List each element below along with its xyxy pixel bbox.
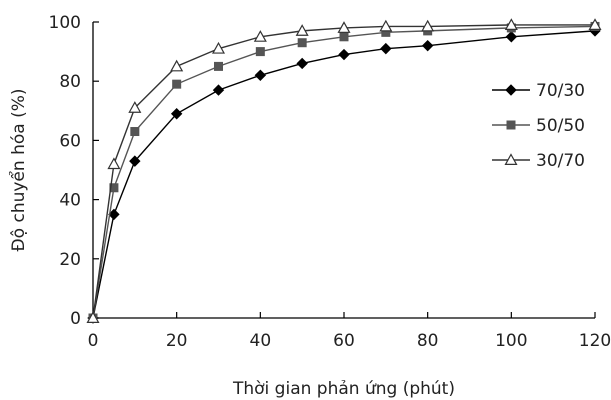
x-tick-label: 20 <box>166 331 188 351</box>
legend-item: 50/50 <box>492 116 585 136</box>
data-point <box>107 157 121 170</box>
data-point <box>505 31 518 43</box>
data-point <box>128 101 142 113</box>
series-1 <box>87 25 601 324</box>
x-axis-ticks: 0 20 40 60 80 100 120 <box>88 312 611 351</box>
data-point <box>129 155 141 167</box>
data-point <box>421 39 434 52</box>
y-tick-label: 40 <box>59 191 81 211</box>
y-tick-label: 100 <box>49 13 81 33</box>
legend-label: 70/30 <box>536 81 585 101</box>
data-point <box>380 42 392 55</box>
data-point <box>379 19 393 32</box>
legend-marker <box>506 120 516 130</box>
data-point <box>337 21 351 33</box>
legend-label: 30/70 <box>536 151 585 171</box>
series-2 <box>88 21 600 323</box>
data-point <box>339 32 349 42</box>
data-point <box>254 69 267 81</box>
y-tick-label: 80 <box>59 72 81 92</box>
series-layer <box>86 18 602 324</box>
axes <box>92 22 595 319</box>
series-line <box>92 30 596 319</box>
data-point <box>170 59 184 72</box>
data-point <box>211 41 226 54</box>
data-point <box>214 61 223 71</box>
x-tick-label: 60 <box>333 331 355 351</box>
x-tick-label: 100 <box>495 331 527 351</box>
data-point <box>504 18 518 30</box>
data-point <box>255 47 265 57</box>
data-point <box>296 57 308 70</box>
y-axis-title: Độ chuyển hóa (%) <box>8 89 29 252</box>
series-line <box>92 25 596 319</box>
series-3 <box>86 18 602 323</box>
data-point <box>588 18 602 30</box>
data-point <box>338 48 350 61</box>
series-line <box>92 24 595 319</box>
x-tick-label: 0 <box>88 331 99 351</box>
y-axis-ticks: 0 20 40 60 80 100 <box>49 13 99 329</box>
legend-marker <box>504 153 518 165</box>
data-point <box>297 38 307 48</box>
data-point <box>86 311 100 323</box>
legend-item: 70/30 <box>492 81 585 101</box>
data-point <box>253 30 267 42</box>
legend-marker <box>505 84 517 96</box>
y-tick-label: 60 <box>59 131 81 151</box>
data-point <box>172 79 182 89</box>
data-point <box>212 84 225 96</box>
x-axis-title: Thời gian phản ứng (phút) <box>232 379 455 399</box>
legend-item: 30/70 <box>492 151 585 171</box>
legend-label: 50/50 <box>536 116 585 136</box>
data-point <box>421 19 435 32</box>
data-point <box>130 127 140 137</box>
y-tick-label: 20 <box>59 250 81 270</box>
legend: 70/30 50/50 30/70 <box>492 81 585 171</box>
y-tick-label: 0 <box>70 309 81 329</box>
data-point <box>109 183 119 193</box>
x-tick-label: 40 <box>250 331 272 351</box>
x-tick-label: 80 <box>417 331 439 351</box>
data-point <box>295 24 309 36</box>
x-tick-label: 120 <box>579 331 611 351</box>
data-point <box>170 108 183 120</box>
